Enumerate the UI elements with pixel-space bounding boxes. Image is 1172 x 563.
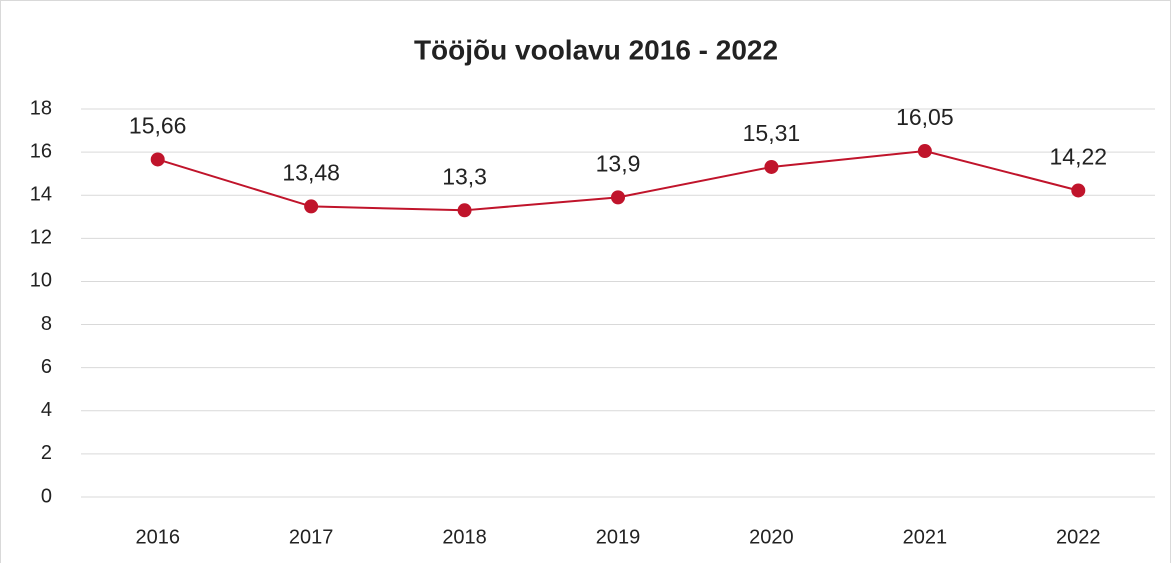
y-tick-label: 4	[41, 399, 52, 421]
y-tick-label: 12	[30, 227, 52, 249]
y-tick-label: 8	[41, 313, 52, 335]
x-tick-label: 2016	[135, 526, 180, 548]
y-tick-label: 16	[30, 140, 52, 162]
point	[917, 144, 932, 159]
data-label: 13,3	[442, 163, 487, 189]
x-tick-label: 2019	[596, 526, 641, 548]
data-label: 14,22	[1050, 144, 1108, 170]
y-tick-label: 10	[30, 270, 52, 292]
point	[764, 159, 779, 174]
y-tick-label: 0	[41, 485, 52, 507]
point	[150, 152, 165, 167]
chart-title: Tööjõu voolavu 2016 - 2022	[414, 34, 778, 65]
point	[1071, 183, 1086, 198]
x-tick-label: 2017	[289, 526, 334, 548]
x-tick-label: 2022	[1056, 526, 1101, 548]
point	[457, 203, 472, 218]
data-label: 13,9	[596, 150, 641, 176]
y-tick-label: 18	[30, 97, 52, 119]
x-tick-label: 2020	[749, 526, 794, 548]
point	[611, 190, 625, 205]
x-tick-label: 2021	[903, 526, 948, 548]
y-tick-label: 14	[30, 184, 52, 206]
data-label: 16,05	[896, 104, 954, 130]
data-label: 15,31	[743, 120, 801, 146]
x-tick-label: 2018	[442, 526, 487, 548]
y-tick-label: 2	[41, 442, 52, 464]
point	[304, 199, 319, 214]
y-tick-label: 6	[41, 356, 52, 378]
data-label: 15,66	[129, 113, 187, 139]
data-label: 13,48	[282, 160, 340, 186]
